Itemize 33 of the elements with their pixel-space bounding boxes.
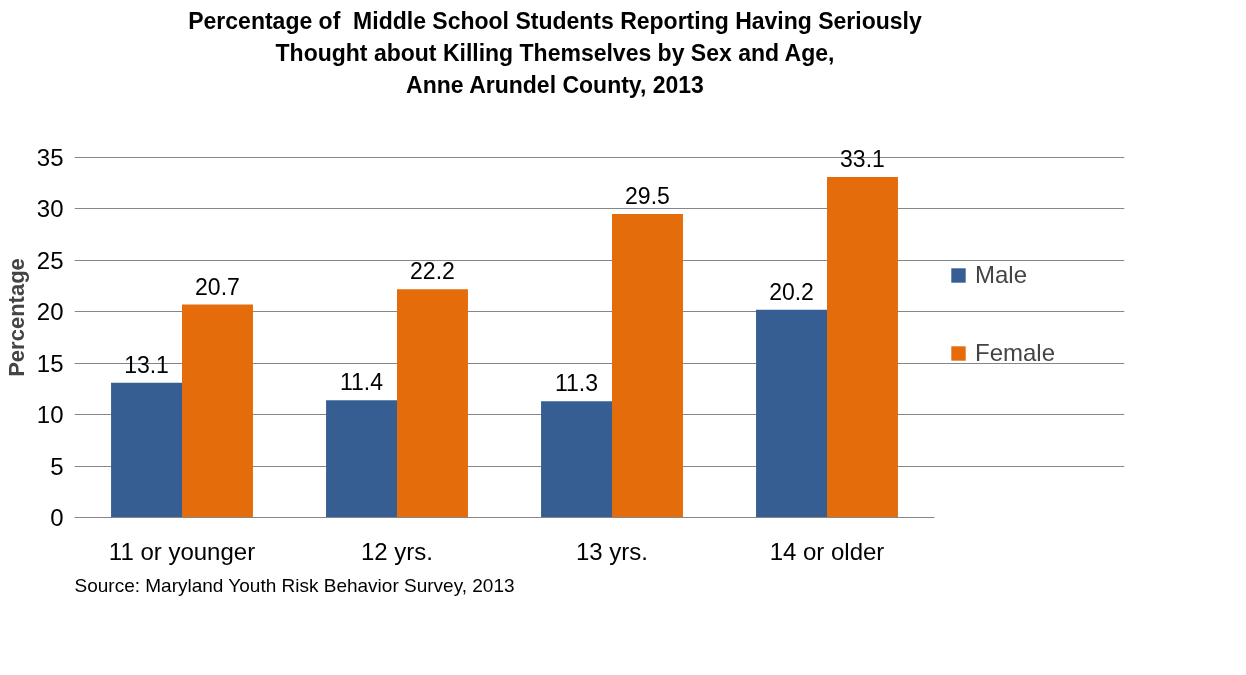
bar xyxy=(612,213,683,518)
y-tick-label: 15 xyxy=(36,349,64,377)
x-tick-label: 14 or older xyxy=(769,537,885,565)
y-tick-label: 10 xyxy=(36,400,64,428)
y-tick-label: 25 xyxy=(36,246,64,274)
data-label: 22.2 xyxy=(410,257,455,284)
legend-label: Male xyxy=(975,260,1028,289)
y-tick-label: 5 xyxy=(50,452,64,480)
data-label: 20.7 xyxy=(195,273,240,300)
chart-title: Percentage of Middle School Students Reporting Having Seriously Thought about Killing Themselves by Sex and Age, Anne Arundel County, 2013 xyxy=(188,7,922,101)
y-axis-title: Percentage xyxy=(3,257,29,377)
legend-label: Female xyxy=(975,338,1056,367)
y-tick-label: 35 xyxy=(36,143,64,171)
bar xyxy=(397,288,468,518)
data-label: 13.1 xyxy=(124,351,169,378)
bar xyxy=(756,309,827,518)
data-label: 11.3 xyxy=(555,369,599,396)
data-label: 33.1 xyxy=(840,145,885,172)
data-label: 29.5 xyxy=(625,182,670,209)
y-tick-label: 30 xyxy=(36,194,64,222)
data-label: 20.2 xyxy=(769,278,814,305)
x-tick-label: 13 yrs. xyxy=(575,537,649,565)
bar xyxy=(111,382,182,518)
x-tick-label: 12 yrs. xyxy=(360,537,434,565)
y-tick-label: 0 xyxy=(50,503,64,531)
x-tick-label: 11 or younger xyxy=(108,537,256,565)
y-tick-label: 20 xyxy=(36,297,64,325)
bar xyxy=(827,176,898,518)
bar xyxy=(541,400,612,518)
bar xyxy=(182,304,253,518)
data-label: 11.4 xyxy=(340,368,384,395)
source-note: Source: Maryland Youth Risk Behavior Survey, 2013 xyxy=(74,574,515,596)
bar xyxy=(326,399,397,518)
